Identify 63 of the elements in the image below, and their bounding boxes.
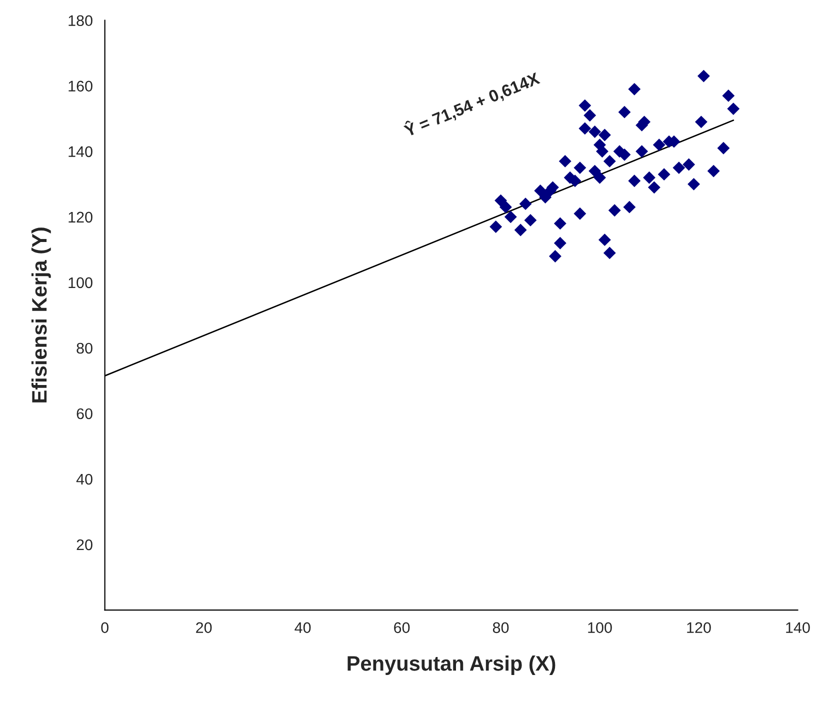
x-tick-label: 140 (786, 622, 810, 634)
point (707, 164, 720, 178)
point (548, 250, 562, 262)
point (628, 174, 641, 188)
point (688, 178, 700, 190)
y-tick-label: 60 (76, 408, 92, 420)
point (574, 162, 586, 174)
point (636, 145, 648, 158)
point (596, 145, 608, 158)
point (727, 102, 740, 116)
x-tick-label: 100 (588, 622, 612, 634)
point (722, 89, 735, 102)
point (584, 109, 596, 122)
point (694, 116, 708, 128)
point (608, 204, 621, 217)
point (574, 207, 586, 220)
x-tick-label: 60 (394, 622, 410, 634)
point (494, 194, 507, 207)
point (578, 122, 592, 135)
point (643, 171, 656, 184)
point (672, 162, 686, 174)
point (603, 155, 616, 168)
x-tick-label: 120 (687, 622, 711, 634)
y-tick-label: 140 (68, 146, 92, 158)
point (524, 214, 537, 226)
x-tick-label: 0 (101, 622, 108, 634)
point (658, 168, 670, 181)
point (618, 106, 631, 118)
point (500, 200, 512, 214)
point (603, 246, 616, 260)
point (490, 220, 502, 233)
point (554, 236, 566, 250)
point (628, 82, 641, 96)
point (598, 234, 611, 246)
point (588, 126, 602, 138)
point (598, 128, 611, 142)
point (539, 191, 552, 204)
y-tick-label: 80 (76, 342, 92, 354)
point (682, 158, 696, 171)
point (648, 181, 660, 194)
y-tick-label: 100 (68, 277, 92, 288)
point (652, 138, 666, 152)
x-tick-label: 20 (196, 622, 212, 634)
x-tick-label: 80 (492, 622, 509, 634)
point (558, 155, 572, 168)
point (594, 171, 606, 184)
y-tick-label: 40 (76, 474, 92, 485)
point (623, 200, 636, 214)
point (554, 217, 566, 230)
point (514, 224, 527, 236)
point (697, 70, 710, 82)
point (717, 142, 730, 154)
y-axis-title: Efisiensi Kerja (Y) (31, 228, 51, 402)
point (519, 198, 532, 210)
x-axis-title: Penyusutan Arsip (X) (348, 656, 556, 675)
point (504, 210, 517, 224)
x-tick-label: 40 (294, 622, 311, 634)
y-tick-label: 180 (68, 15, 92, 26)
point (588, 164, 602, 178)
y-tick-label: 20 (76, 539, 92, 550)
y-tick-label: 160 (68, 80, 92, 92)
y-tick-label: 120 (68, 212, 92, 223)
point (578, 99, 592, 112)
